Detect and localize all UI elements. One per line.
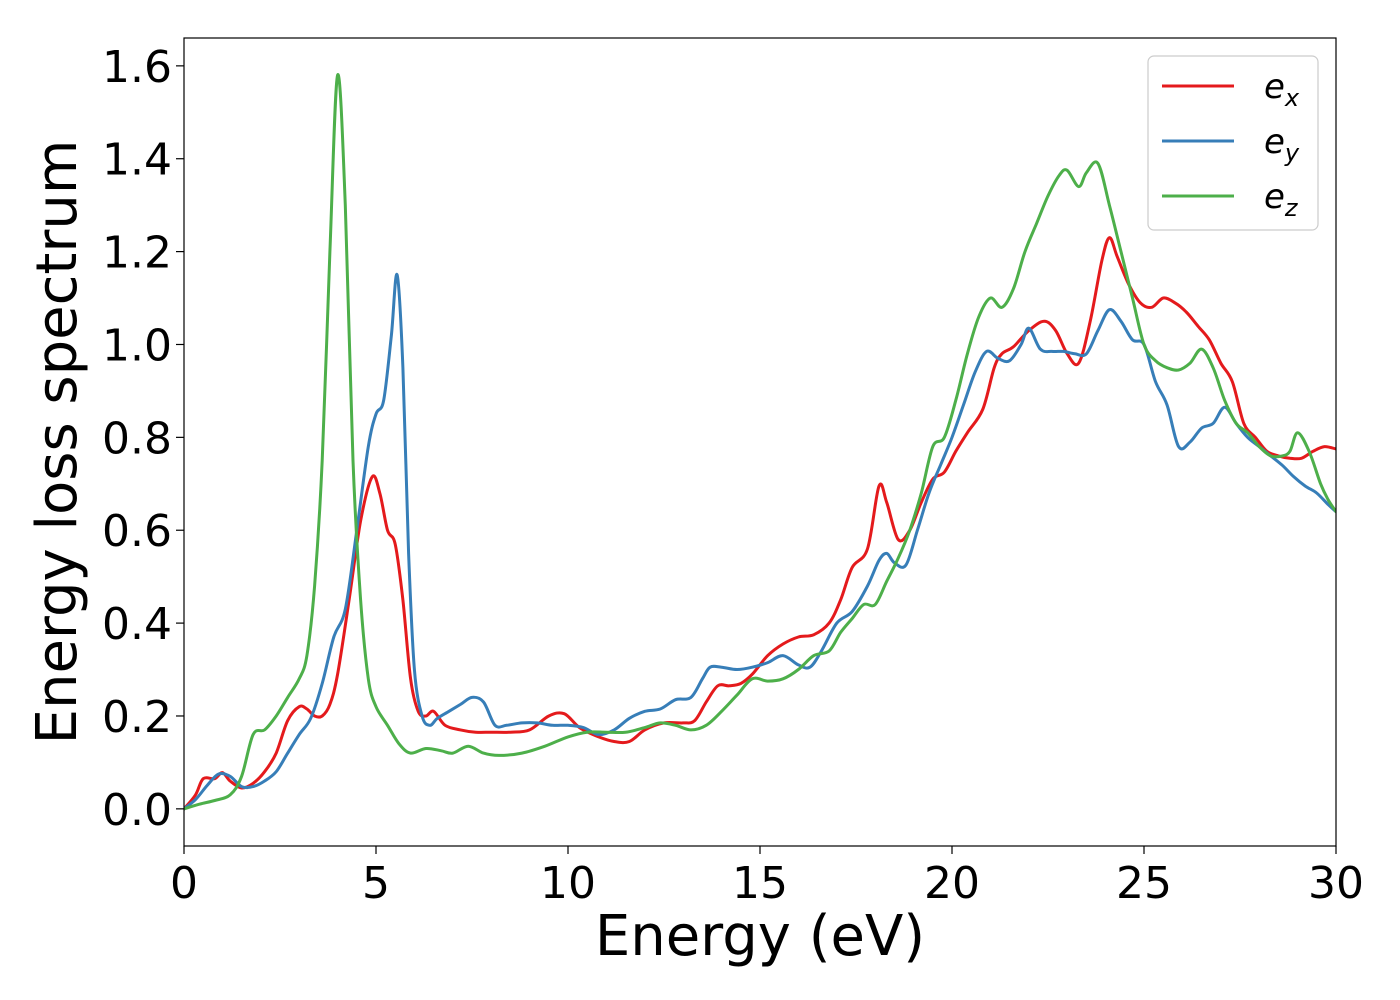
legend-label-subscript: x <box>1284 84 1300 112</box>
legend-label-base: e <box>1264 67 1285 107</box>
x-tick-label: 10 <box>540 858 596 909</box>
legend-label-ex: ex <box>1264 67 1300 112</box>
y-axis-title: Energy loss spectrum <box>25 140 90 745</box>
x-tick-label: 5 <box>362 858 390 909</box>
y-tick-label: 1.6 <box>102 42 172 93</box>
x-tick-label: 0 <box>170 858 198 909</box>
x-tick-label: 20 <box>924 858 980 909</box>
y-tick-label: 1.4 <box>102 135 172 186</box>
legend-label-subscript: y <box>1284 139 1300 167</box>
legend-label-ez: ez <box>1264 177 1299 222</box>
y-tick-label: 0.2 <box>102 692 172 743</box>
legend-label-ey: ey <box>1264 122 1300 167</box>
y-axis: 0.0 0.2 0.4 0.6 0.8 1.0 1.2 1.4 1.6 <box>102 42 184 836</box>
series-layer <box>184 73 1336 811</box>
x-tick-label: 25 <box>1116 858 1172 909</box>
y-tick-label: 0.8 <box>102 413 172 464</box>
x-axis-title: Energy (eV) <box>595 904 925 969</box>
x-tick-label: 15 <box>732 858 788 909</box>
y-tick-label: 0.0 <box>102 785 172 836</box>
y-tick-label: 0.6 <box>102 506 172 557</box>
x-axis: 0 5 10 15 20 25 30 <box>170 846 1364 909</box>
legend-box <box>1147 55 1319 231</box>
legend-label-base: e <box>1264 177 1285 217</box>
series-line-ez <box>184 73 1336 811</box>
legend-label-subscript: z <box>1284 194 1299 222</box>
y-tick-label: 0.4 <box>102 599 172 650</box>
y-tick-label: 1.0 <box>102 320 172 371</box>
x-tick-label: 30 <box>1308 858 1364 909</box>
legend-label-base: e <box>1264 122 1285 162</box>
y-tick-label: 1.2 <box>102 228 172 279</box>
series-line-ex <box>184 236 1336 811</box>
